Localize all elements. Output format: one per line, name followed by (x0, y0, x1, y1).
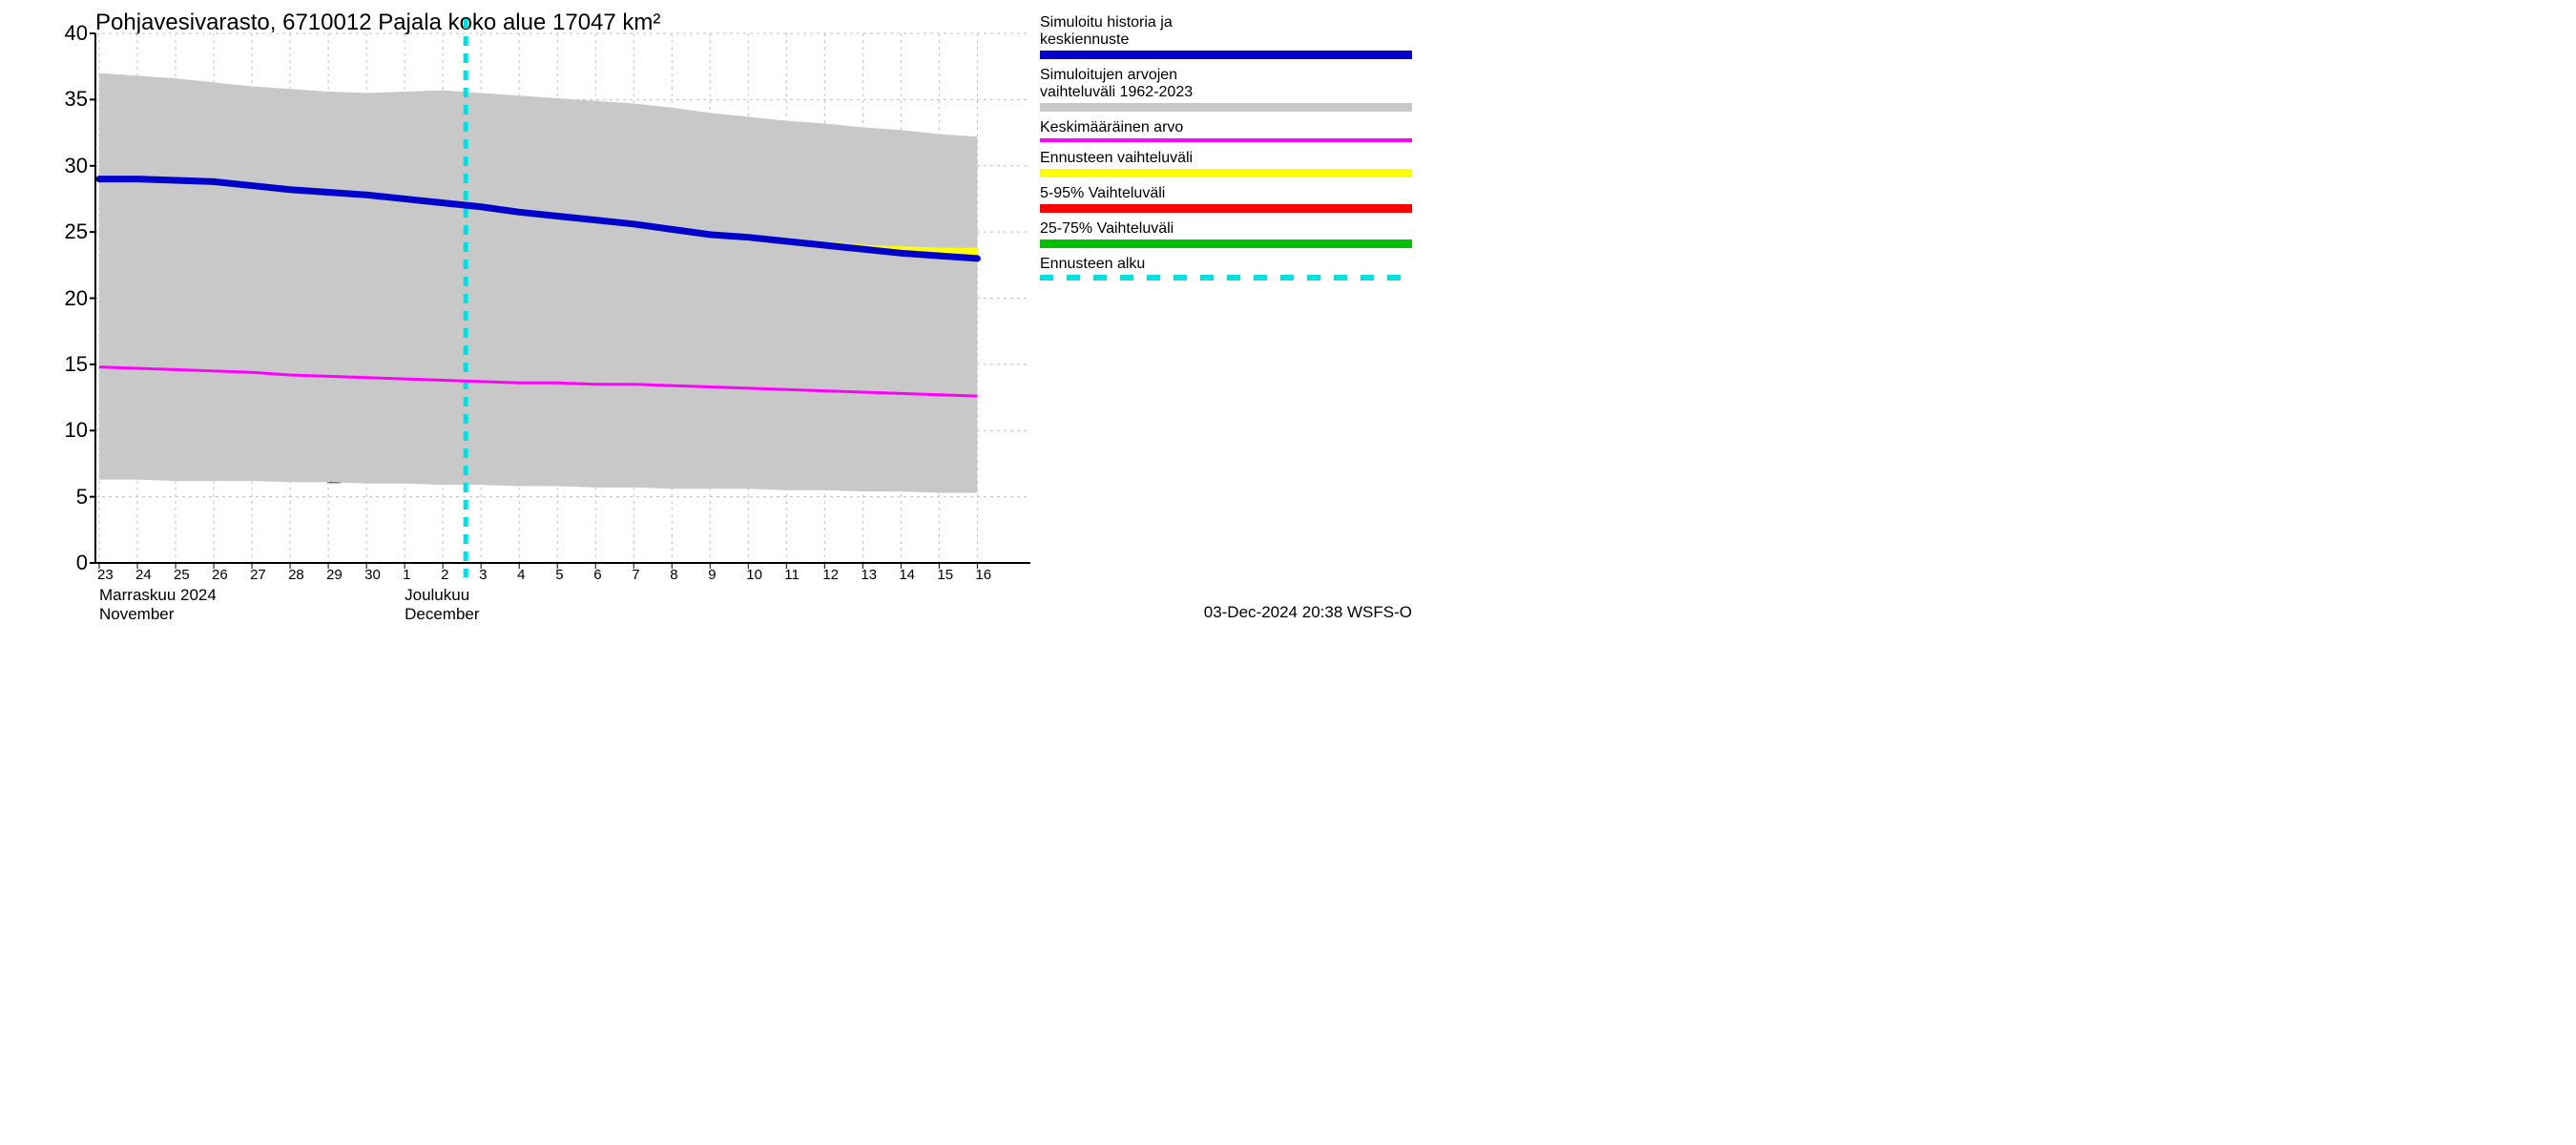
x-tick-label: 25 (174, 563, 190, 583)
legend-item: Ennusteen alku (1040, 256, 1422, 281)
x-tick-label: 12 (822, 563, 839, 583)
legend-swatch (1040, 138, 1412, 142)
x-tick-label: 3 (479, 563, 487, 583)
legend-label: Keskimääräinen arvo (1040, 119, 1422, 136)
y-tick-label: 15 (50, 352, 95, 377)
x-month-label-en: December (405, 605, 479, 624)
x-tick-label: 4 (517, 563, 525, 583)
chart-title: Pohjavesivarasto, 6710012 Pajala koko al… (95, 10, 660, 36)
legend-swatch (1040, 51, 1412, 59)
legend-item: Ennusteen vaihteluväli (1040, 150, 1422, 177)
legend-label: Ennusteen alku (1040, 256, 1422, 273)
legend-swatch (1040, 239, 1412, 248)
x-tick-label: 6 (593, 563, 601, 583)
legend-label: keskiennuste (1040, 31, 1422, 49)
x-tick-label: 14 (899, 563, 915, 583)
x-tick-label: 28 (288, 563, 304, 583)
x-month-label-en: November (99, 605, 174, 624)
legend-item: Keskimääräinen arvo (1040, 119, 1422, 142)
x-tick-label: 29 (326, 563, 343, 583)
x-tick-label: 16 (975, 563, 991, 583)
y-tick-label: 0 (50, 551, 95, 575)
legend-swatch (1040, 204, 1412, 213)
x-tick-label: 1 (403, 563, 410, 583)
y-tick-label: 20 (50, 286, 95, 311)
chart-container: Pohjavesivarasto / Groundwater storage m… (0, 0, 1431, 636)
chart-svg (95, 33, 1030, 563)
legend-item: 25-75% Vaihteluväli (1040, 220, 1422, 248)
legend-label: Simuloitu historia ja (1040, 14, 1422, 31)
footer-timestamp: 03-Dec-2024 20:38 WSFS-O (1204, 603, 1412, 622)
x-tick-label: 10 (746, 563, 762, 583)
legend-label: vaihteluväli 1962-2023 (1040, 84, 1422, 101)
x-tick-label: 2 (441, 563, 448, 583)
y-tick-label: 25 (50, 219, 95, 244)
x-tick-label: 9 (708, 563, 716, 583)
legend: Simuloitu historia jakeskiennusteSimuloi… (1040, 14, 1422, 288)
x-tick-label: 7 (632, 563, 639, 583)
x-tick-label: 27 (250, 563, 266, 583)
legend-swatch (1040, 103, 1412, 112)
x-tick-label: 8 (670, 563, 677, 583)
x-tick-label: 24 (135, 563, 152, 583)
x-tick-label: 26 (212, 563, 228, 583)
x-tick-label: 5 (555, 563, 563, 583)
x-tick-label: 15 (937, 563, 953, 583)
y-tick-label: 35 (50, 87, 95, 112)
legend-label: 25-75% Vaihteluväli (1040, 220, 1422, 238)
legend-label: Simuloitujen arvojen (1040, 67, 1422, 84)
legend-item: 5-95% Vaihteluväli (1040, 185, 1422, 213)
y-tick-label: 30 (50, 154, 95, 178)
x-month-label: Joulukuu (405, 586, 469, 605)
x-month-label: Marraskuu 2024 (99, 586, 217, 605)
legend-label: Ennusteen vaihteluväli (1040, 150, 1422, 167)
legend-item: Simuloitujen arvojenvaihteluväli 1962-20… (1040, 67, 1422, 112)
x-tick-label: 13 (861, 563, 877, 583)
x-tick-label: 23 (97, 563, 114, 583)
legend-swatch (1040, 169, 1412, 177)
y-tick-label: 10 (50, 418, 95, 443)
x-tick-label: 11 (784, 563, 800, 583)
chart-plot-area: 0510152025303540232425262728293012345678… (95, 33, 1030, 563)
y-tick-label: 5 (50, 485, 95, 510)
legend-swatch (1040, 275, 1412, 281)
x-tick-label: 30 (364, 563, 381, 583)
y-tick-label: 40 (50, 21, 95, 46)
legend-item: Simuloitu historia jakeskiennuste (1040, 14, 1422, 59)
legend-label: 5-95% Vaihteluväli (1040, 185, 1422, 202)
